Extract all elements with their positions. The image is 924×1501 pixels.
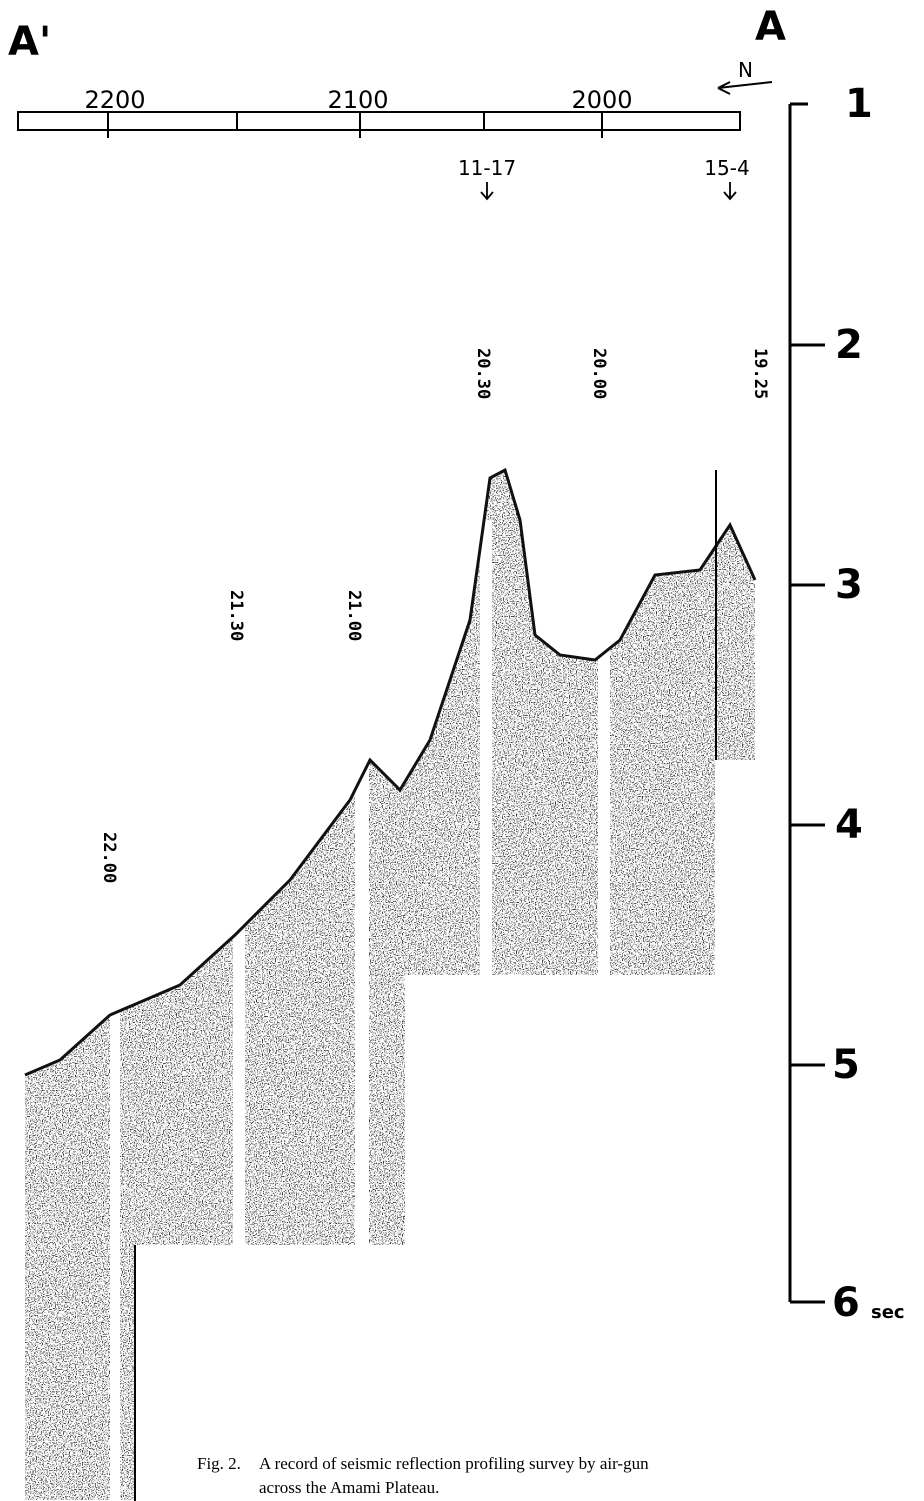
scale-label: 2200 [84, 86, 145, 114]
station-label: 11-17 [458, 156, 516, 180]
depth-tick-label: 4 [835, 802, 863, 848]
scale-label: 2100 [327, 86, 388, 114]
caption-text: A record of seismic reflection profiling… [259, 1452, 667, 1500]
caption-label: Fig. 2. [197, 1452, 259, 1500]
page: A' A N 2200 2100 2000 11-17 15-4 22.00 2… [0, 0, 924, 1501]
time-mark: 20.00 [589, 348, 609, 399]
depth-unit: sec [871, 1302, 905, 1323]
scale-label: 2000 [571, 86, 632, 114]
north-label: N [738, 58, 753, 82]
corner-label: A' [8, 19, 51, 65]
station-label: 15-4 [704, 156, 749, 180]
depth-tick-label: 5 [832, 1042, 860, 1088]
seismic-record [0, 400, 800, 1501]
time-mark: 21.00 [344, 590, 364, 641]
figure: A' A N 2200 2100 2000 11-17 15-4 22.00 2… [0, 0, 924, 1501]
depth-tick-label: 6 [832, 1280, 860, 1326]
station-arrow [481, 182, 736, 199]
time-mark: 21.30 [226, 590, 246, 641]
caption: Fig. 2. A record of seismic reflection p… [197, 1452, 667, 1500]
time-mark: 22.00 [99, 832, 119, 883]
corner-label: A [755, 4, 786, 50]
depth-tick-label: 1 [845, 81, 873, 127]
depth-tick-label: 2 [835, 322, 863, 368]
depth-tick-label: 3 [835, 562, 863, 608]
north-arrow [718, 82, 772, 94]
time-mark: 19.25 [750, 348, 770, 399]
depth-axis [790, 104, 825, 1302]
scale-bar [18, 112, 740, 130]
time-mark: 20.30 [473, 348, 493, 399]
